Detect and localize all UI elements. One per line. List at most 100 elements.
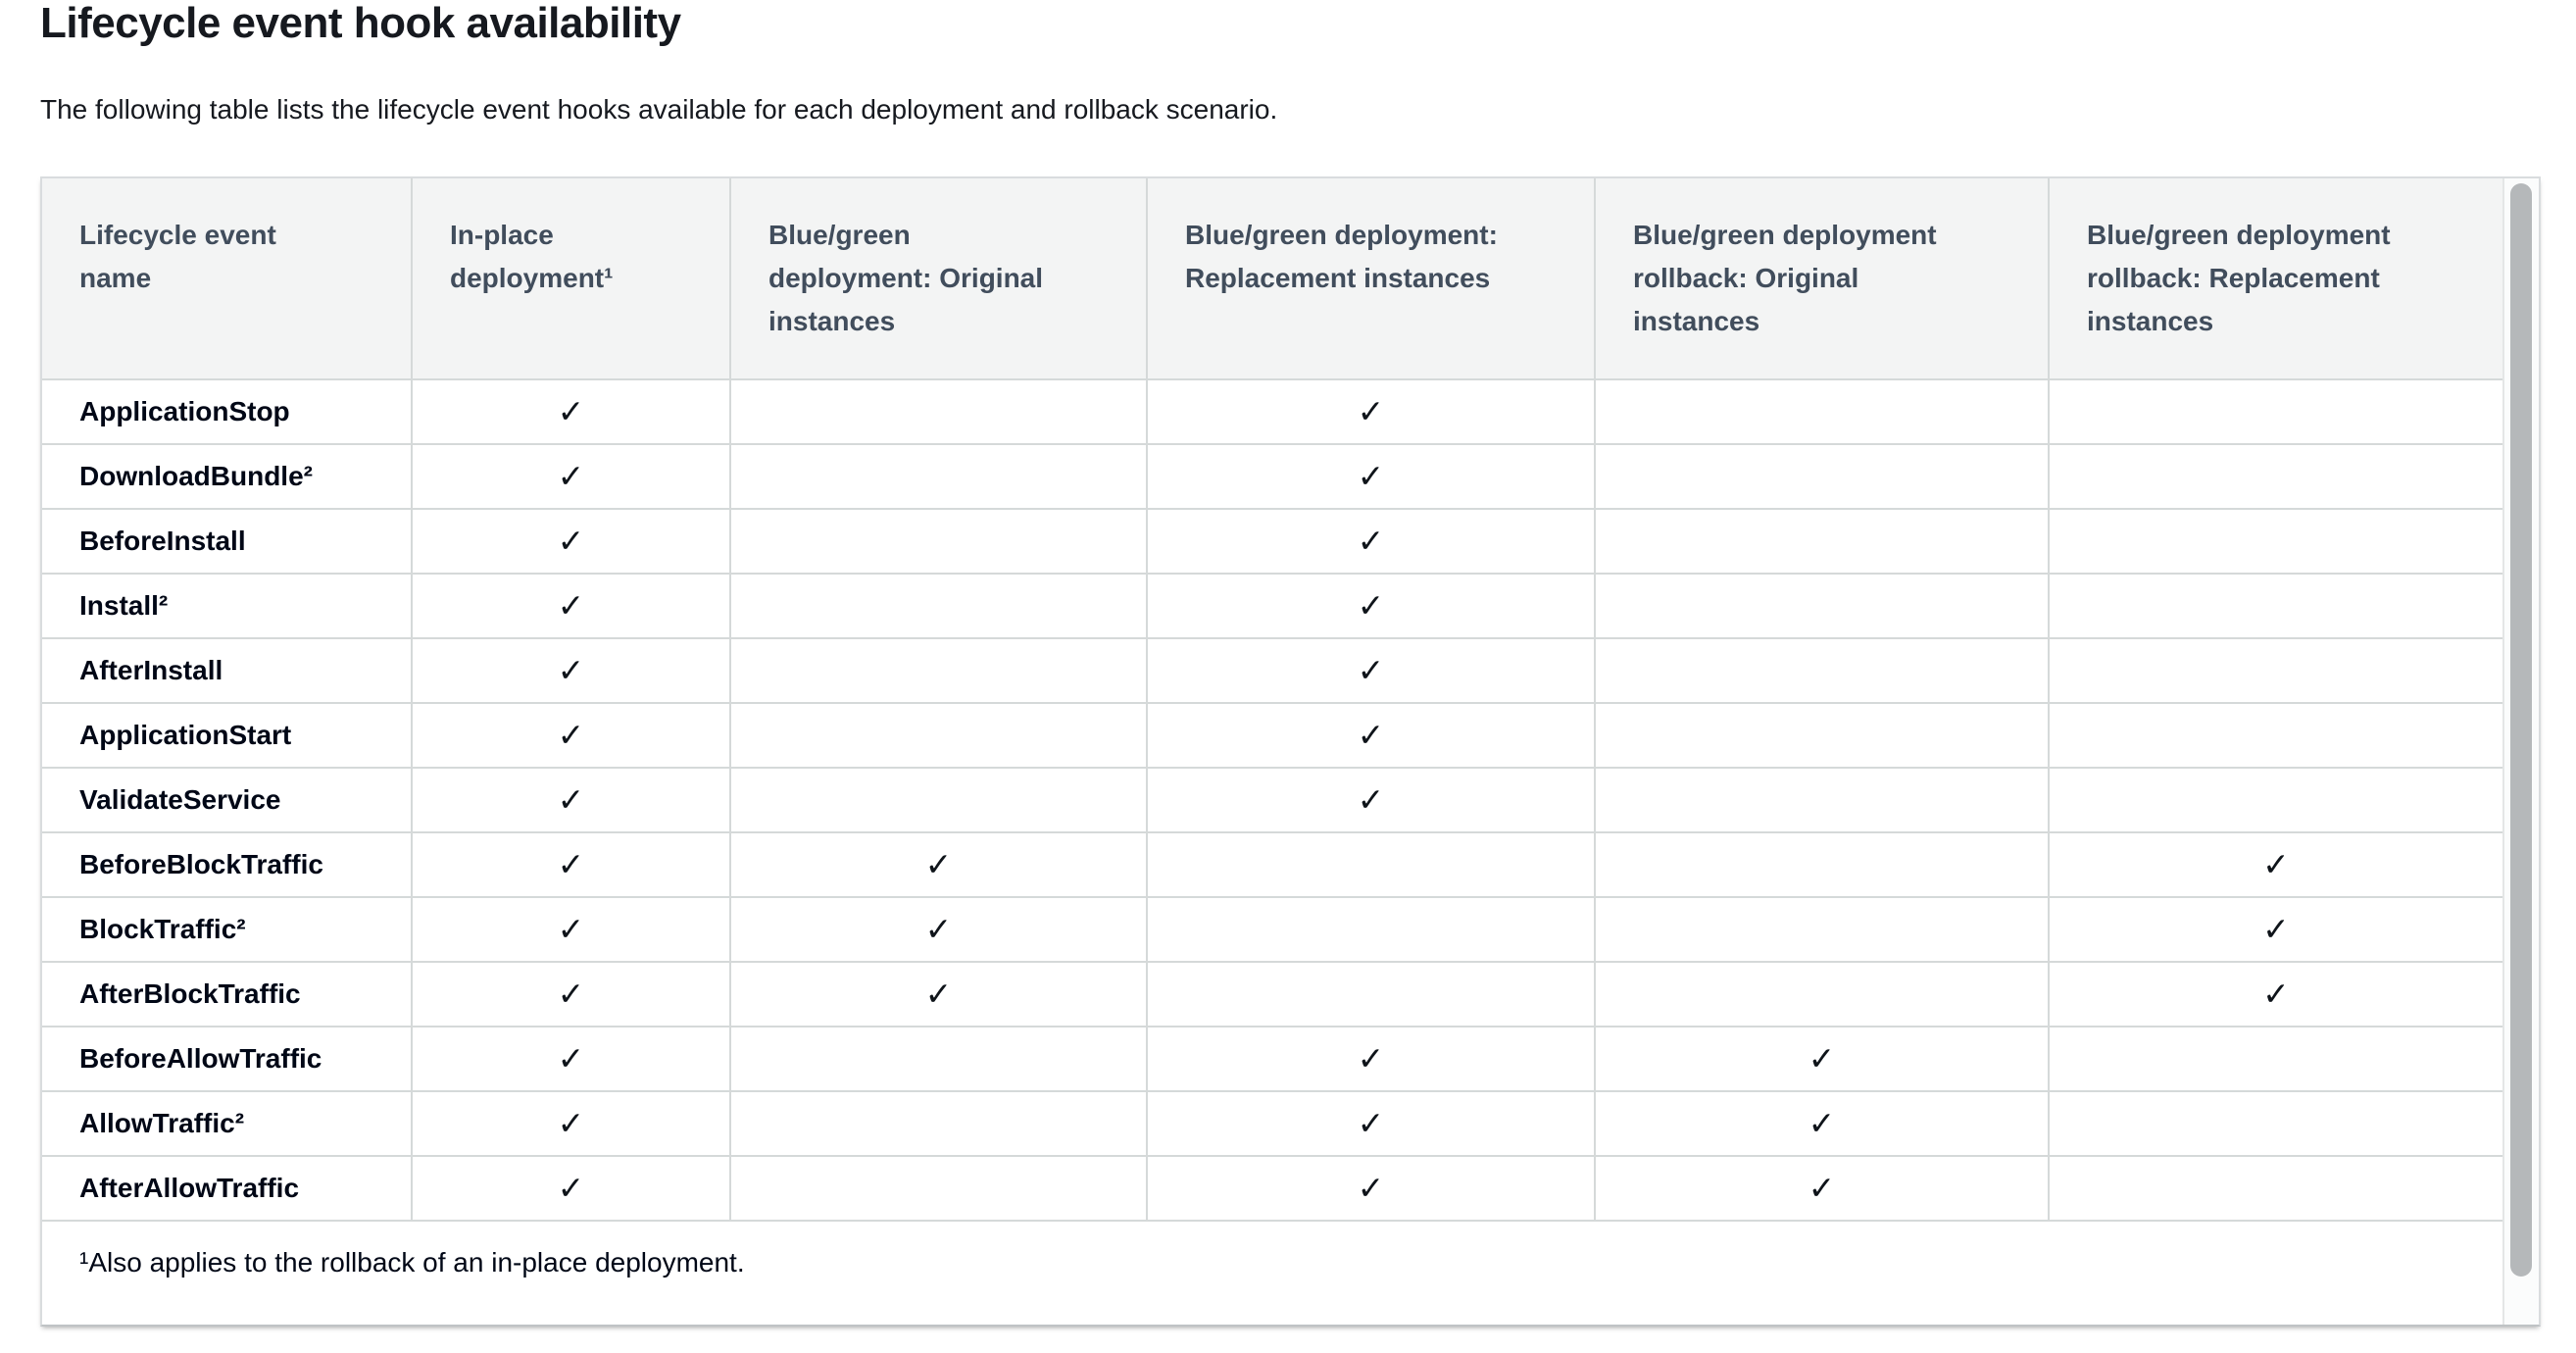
table-row: BlockTraffic² ✓ ✓ ✓ (42, 896, 2502, 963)
check-cell-rollback-replacement: ✓ (2048, 961, 2502, 1027)
lifecycle-event-name: BeforeBlockTraffic (42, 831, 413, 898)
table-header: Lifecycle event name In-place deployment… (42, 178, 2502, 380)
lifecycle-event-name: AfterInstall (42, 637, 413, 704)
check-cell-bg-original (729, 508, 1148, 575)
table-row: Install² ✓ ✓ (42, 573, 2502, 639)
check-cell-rollback-replacement (2048, 767, 2502, 833)
check-cell-bg-replacement: ✓ (1146, 378, 1596, 445)
check-cell-in-place: ✓ (411, 961, 731, 1027)
check-cell-bg-original (729, 767, 1148, 833)
lifecycle-event-name: BeforeAllowTraffic (42, 1026, 413, 1092)
check-cell-in-place: ✓ (411, 702, 731, 769)
check-cell-bg-replacement (1146, 896, 1596, 963)
check-cell-bg-original (729, 573, 1148, 639)
check-cell-bg-replacement: ✓ (1146, 637, 1596, 704)
check-cell-bg-original: ✓ (729, 896, 1148, 963)
check-cell-rollback-replacement (2048, 443, 2502, 510)
table-body: ApplicationStop ✓ ✓ DownloadBundle² ✓ ✓ … (42, 378, 2502, 1222)
lifecycle-event-name: Install² (42, 573, 413, 639)
table-row: DownloadBundle² ✓ ✓ (42, 443, 2502, 510)
check-cell-rollback-replacement (2048, 378, 2502, 445)
check-cell-bg-replacement: ✓ (1146, 1026, 1596, 1092)
lifecycle-event-name: BlockTraffic² (42, 896, 413, 963)
check-cell-bg-original (729, 1090, 1148, 1157)
col-header-bg-deployment-replacement: Blue/green deployment: Replacement insta… (1146, 178, 1596, 380)
check-cell-rollback-original (1594, 896, 2050, 963)
check-cell-bg-replacement: ✓ (1146, 1090, 1596, 1157)
lifecycle-event-name: AfterAllowTraffic (42, 1155, 413, 1222)
check-cell-in-place: ✓ (411, 378, 731, 445)
check-cell-rollback-original (1594, 831, 2050, 898)
check-cell-rollback-original: ✓ (1594, 1090, 2050, 1157)
check-cell-bg-replacement: ✓ (1146, 702, 1596, 769)
check-cell-rollback-replacement (2048, 508, 2502, 575)
check-cell-bg-original (729, 1026, 1148, 1092)
col-header-bg-rollback-original: Blue/green deployment rollback: Original… (1594, 178, 2050, 380)
table-footer: ¹Also applies to the rollback of an in-p… (42, 1220, 2502, 1325)
table-row: BeforeBlockTraffic ✓ ✓ ✓ (42, 831, 2502, 898)
check-cell-rollback-replacement (2048, 1026, 2502, 1092)
check-cell-rollback-original: ✓ (1594, 1155, 2050, 1222)
check-cell-in-place: ✓ (411, 637, 731, 704)
table-row: AfterBlockTraffic ✓ ✓ ✓ (42, 961, 2502, 1027)
check-cell-rollback-replacement (2048, 573, 2502, 639)
check-cell-bg-original (729, 702, 1148, 769)
check-cell-bg-replacement (1146, 961, 1596, 1027)
table-row: AfterInstall ✓ ✓ (42, 637, 2502, 704)
table-scroll-container: Lifecycle event name In-place deployment… (40, 176, 2541, 1327)
check-cell-in-place: ✓ (411, 443, 731, 510)
lifecycle-hook-table: Lifecycle event name In-place deployment… (42, 178, 2502, 1325)
check-cell-rollback-original (1594, 961, 2050, 1027)
check-cell-rollback-original (1594, 443, 2050, 510)
table-row: BeforeInstall ✓ ✓ (42, 508, 2502, 575)
scrollbar-thumb[interactable] (2510, 183, 2532, 1277)
check-cell-bg-replacement: ✓ (1146, 508, 1596, 575)
footnote-cell: ¹Also applies to the rollback of an in-p… (42, 1220, 2502, 1325)
check-cell-in-place: ✓ (411, 831, 731, 898)
page-title: Lifecycle event hook availability (40, 0, 681, 47)
check-cell-in-place: ✓ (411, 573, 731, 639)
table-row: BeforeAllowTraffic ✓ ✓ ✓ (42, 1026, 2502, 1092)
check-cell-bg-original (729, 443, 1148, 510)
check-cell-bg-replacement: ✓ (1146, 443, 1596, 510)
lifecycle-event-name: DownloadBundle² (42, 443, 413, 510)
check-cell-in-place: ✓ (411, 508, 731, 575)
footnote-1: ¹Also applies to the rollback of an in-p… (79, 1247, 745, 1278)
check-cell-bg-original: ✓ (729, 961, 1148, 1027)
check-cell-rollback-replacement (2048, 637, 2502, 704)
check-cell-rollback-original (1594, 508, 2050, 575)
lifecycle-event-name: ValidateService (42, 767, 413, 833)
col-header-lifecycle-event-name: Lifecycle event name (42, 178, 413, 380)
lifecycle-event-name: BeforeInstall (42, 508, 413, 575)
col-header-bg-deployment-original: Blue/green deployment: Original instance… (729, 178, 1148, 380)
table-row: AllowTraffic² ✓ ✓ ✓ (42, 1090, 2502, 1157)
check-cell-rollback-original (1594, 573, 2050, 639)
table-row: ValidateService ✓ ✓ (42, 767, 2502, 833)
check-cell-bg-replacement: ✓ (1146, 767, 1596, 833)
footnote-2: ²Reserved for CodeDeploy operations. Can… (79, 1318, 2465, 1325)
check-cell-rollback-original (1594, 767, 2050, 833)
check-cell-bg-original (729, 637, 1148, 704)
check-cell-rollback-original (1594, 378, 2050, 445)
vertical-scrollbar[interactable] (2502, 178, 2539, 1325)
check-cell-rollback-original (1594, 702, 2050, 769)
check-cell-in-place: ✓ (411, 1090, 731, 1157)
table-row: ApplicationStop ✓ ✓ (42, 378, 2502, 445)
check-cell-rollback-replacement: ✓ (2048, 896, 2502, 963)
check-cell-rollback-replacement (2048, 702, 2502, 769)
lifecycle-event-name: ApplicationStart (42, 702, 413, 769)
check-cell-bg-original (729, 378, 1148, 445)
check-cell-in-place: ✓ (411, 1155, 731, 1222)
check-cell-bg-replacement: ✓ (1146, 1155, 1596, 1222)
col-header-bg-rollback-replacement: Blue/green deployment rollback: Replacem… (2048, 178, 2502, 380)
check-cell-rollback-original: ✓ (1594, 1026, 2050, 1092)
check-cell-bg-original: ✓ (729, 831, 1148, 898)
header-row: Lifecycle event name In-place deployment… (42, 178, 2502, 380)
check-cell-rollback-replacement: ✓ (2048, 831, 2502, 898)
check-cell-bg-original (729, 1155, 1148, 1222)
footnote-row: ¹Also applies to the rollback of an in-p… (42, 1220, 2502, 1325)
intro-text: The following table lists the lifecycle … (40, 94, 1278, 125)
lifecycle-event-name: AfterBlockTraffic (42, 961, 413, 1027)
lifecycle-event-name: AllowTraffic² (42, 1090, 413, 1157)
check-cell-in-place: ✓ (411, 1026, 731, 1092)
